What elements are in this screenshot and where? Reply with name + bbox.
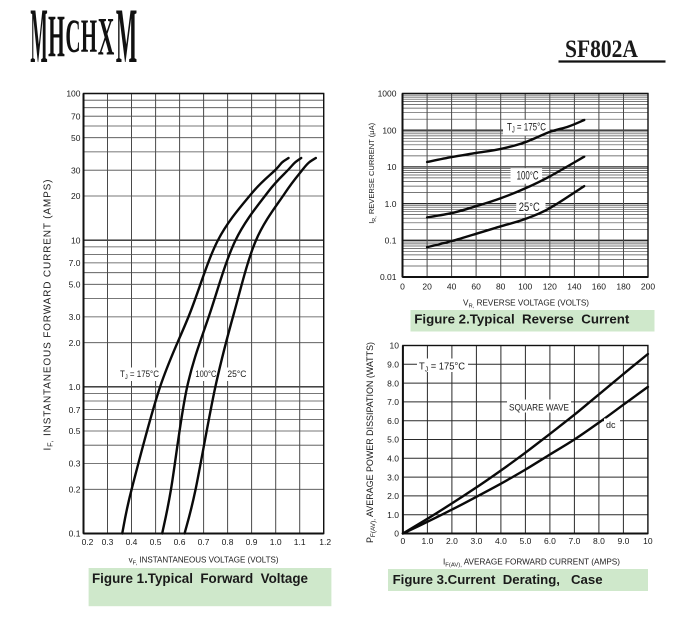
svg-text:70: 70 [71,111,81,121]
svg-text:0.1: 0.1 [69,529,81,539]
svg-text:140: 140 [567,282,581,292]
svg-text:5.0: 5.0 [387,435,399,445]
svg-text:100: 100 [382,125,396,135]
svg-text:100°C: 100°C [517,171,539,183]
svg-text:6.0: 6.0 [544,536,556,546]
svg-text:X: X [98,8,115,68]
svg-text:0.7: 0.7 [198,537,210,547]
svg-text:0.3: 0.3 [69,459,81,469]
svg-text:5.0: 5.0 [519,536,531,546]
svg-text:TJ = 175°C: TJ = 175°C [419,362,465,374]
svg-text:3.0: 3.0 [69,312,81,322]
svg-text:0.6: 0.6 [174,537,186,547]
svg-text:1000: 1000 [378,89,397,99]
svg-text:4.0: 4.0 [387,454,399,464]
svg-text:160: 160 [592,282,606,292]
svg-text:SQUARE WAVE: SQUARE WAVE [509,403,569,413]
svg-text:7.0: 7.0 [69,258,81,268]
svg-text:10: 10 [387,162,397,172]
svg-text:100: 100 [518,282,532,292]
svg-text:1.1: 1.1 [294,537,306,547]
svg-text:50: 50 [71,133,81,143]
svg-text:10: 10 [71,235,81,245]
svg-text:1.0: 1.0 [421,536,433,546]
svg-text:10: 10 [643,536,653,546]
svg-text:1.0: 1.0 [387,510,399,520]
svg-text:7.0: 7.0 [387,397,399,407]
svg-text:3.0: 3.0 [470,536,482,546]
svg-text:25°C: 25°C [227,369,246,380]
svg-text:0.5: 0.5 [150,537,162,547]
svg-text:6.0: 6.0 [387,416,399,426]
svg-text:1.0: 1.0 [385,199,397,209]
svg-text:C: C [65,9,80,62]
svg-text:Figure 2.Typical Reverse Cur: Figure 2.Typical Reverse Current [414,312,630,327]
svg-text:0.9: 0.9 [246,537,258,547]
svg-text:M: M [116,0,137,80]
svg-text:IF, INSTANTANEOUS FORWARD CURR: IF, INSTANTANEOUS FORWARD CURRENT (AMPS) [43,180,55,451]
svg-text:180: 180 [616,282,630,292]
svg-text:0.1: 0.1 [385,236,397,246]
svg-text:0.3: 0.3 [102,537,114,547]
svg-text:0: 0 [394,529,399,539]
svg-text:0.01: 0.01 [380,272,397,282]
svg-text:VR, REVERSE VOLTAGE (VOLTS): VR, REVERSE VOLTAGE (VOLTS) [463,299,589,310]
svg-text:M: M [30,0,47,80]
svg-text:8.0: 8.0 [387,378,399,388]
svg-text:40: 40 [447,282,457,292]
svg-text:9.0: 9.0 [387,360,399,370]
svg-text:0: 0 [401,536,406,546]
svg-text:SF802A: SF802A [565,34,638,63]
svg-text:9.0: 9.0 [617,536,629,546]
svg-text:PF(AV), AVERAGE POWER DISSIPAT: PF(AV), AVERAGE POWER DISSIPATION (WATTS… [365,342,377,543]
svg-text:H: H [48,3,65,70]
svg-text:0.2: 0.2 [69,485,81,495]
svg-text:1.0: 1.0 [270,537,282,547]
svg-text:100°C: 100°C [195,369,216,380]
svg-text:3.0: 3.0 [387,472,399,482]
svg-text:25°C: 25°C [519,202,540,214]
svg-text:H: H [81,9,97,62]
svg-text:8.0: 8.0 [593,536,605,546]
svg-text:10: 10 [390,341,400,351]
svg-text:2.0: 2.0 [387,491,399,501]
svg-text:0.8: 0.8 [222,537,234,547]
svg-text:IF(AV), AVERAGE FORWARD CURREN: IF(AV), AVERAGE FORWARD CURRENT (AMPS) [443,558,620,569]
svg-text:0.4: 0.4 [126,537,138,547]
svg-text:vF, INSTANTANEOUS VOLTAGE (VOL: vF, INSTANTANEOUS VOLTAGE (VOLTS) [129,556,279,567]
svg-text:120: 120 [543,282,557,292]
svg-text:100: 100 [66,89,80,99]
svg-text:0.2: 0.2 [82,537,94,547]
svg-text:dc: dc [606,420,616,430]
svg-text:1.0: 1.0 [69,382,81,392]
svg-text:200: 200 [641,282,655,292]
svg-text:0: 0 [400,282,405,292]
svg-text:5.0: 5.0 [69,280,81,290]
svg-text:2.0: 2.0 [446,536,458,546]
svg-text:2.0: 2.0 [69,338,81,348]
svg-text:1.2: 1.2 [319,537,331,547]
svg-text:30: 30 [71,165,81,175]
svg-text:TJ = 175°C: TJ = 175°C [120,369,159,381]
svg-text:7.0: 7.0 [568,536,580,546]
svg-text:IR, REVERSE CURRENT (μA): IR, REVERSE CURRENT (μA) [367,122,378,223]
svg-text:80: 80 [496,282,506,292]
svg-text:4.0: 4.0 [495,536,507,546]
svg-text:TJ = 175°C: TJ = 175°C [507,122,546,135]
svg-text:0.7: 0.7 [69,405,81,415]
svg-text:20: 20 [422,282,432,292]
svg-text:60: 60 [471,282,481,292]
svg-text:0.5: 0.5 [69,426,81,436]
svg-text:20: 20 [71,191,81,201]
svg-text:Figure 1.Typical Forward Vol: Figure 1.Typical Forward Voltage [92,571,308,586]
svg-text:Figure 3.Current Derating,: Figure 3.Current Derating, Case [393,572,603,587]
